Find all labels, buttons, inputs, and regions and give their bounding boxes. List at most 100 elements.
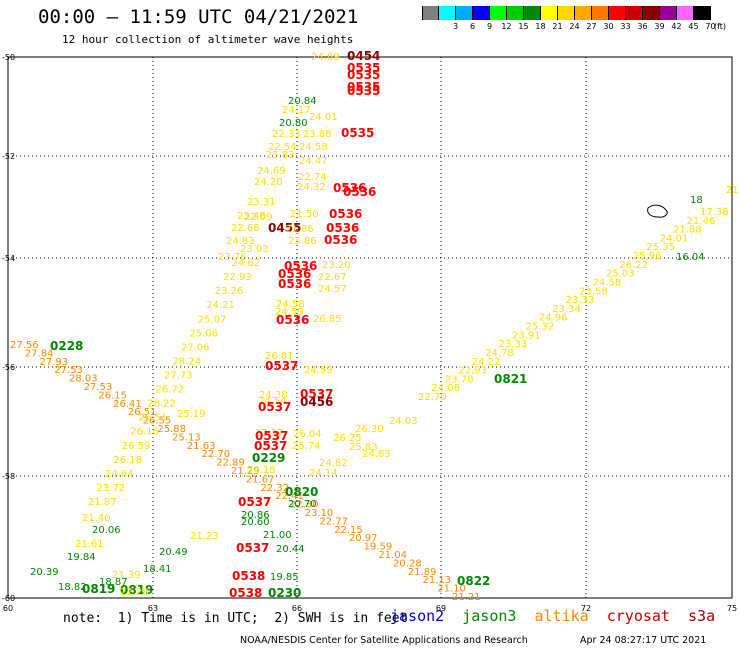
agency-credit: NOAA/NESDIS Center for Satellite Applica… <box>240 635 528 646</box>
scale-tick-label: 45 <box>688 22 699 31</box>
wave-height-label: 21.14 <box>726 185 740 196</box>
wave-height-label: 22.09 <box>244 212 273 223</box>
track-value-label: 22.70 <box>418 392 447 403</box>
track-value-label: 22.93 <box>223 272 252 283</box>
pass-time-label: 0536 <box>329 207 362 221</box>
wave-height-label: 20.84 <box>288 96 317 107</box>
wave-height-label: 24.18 <box>247 465 276 476</box>
lon-label: 60 <box>3 604 13 613</box>
track-value-label: 20.97 <box>349 533 378 544</box>
pass-time-label: 0535 <box>347 80 380 94</box>
lon-label: 63 <box>148 604 158 613</box>
wave-height-label: 23.20 <box>322 260 351 271</box>
wave-height-label: 24.54 <box>258 396 287 407</box>
track-value-label: 25.32 <box>525 322 554 333</box>
scale-swatch <box>524 6 541 20</box>
pass-time-label: 0536 <box>284 259 317 273</box>
pass-time-label: 0230 <box>268 586 301 600</box>
wave-height-label: 26.04 <box>293 429 322 440</box>
wave-height-label: 25.74 <box>292 441 321 452</box>
wave-height-label: 22.54 <box>268 142 297 153</box>
scale-swatch <box>660 6 677 20</box>
track-value-label: 23.72 <box>96 483 125 494</box>
pass-time-label: 0535 <box>347 84 380 98</box>
wave-height-label: 25.83 <box>266 150 295 161</box>
page-subtitle: 12 hour collection of altimeter wave hei… <box>62 33 354 46</box>
pass-time-label: 0535 <box>347 61 380 75</box>
pass-time-label: 0538 <box>232 569 265 583</box>
wave-height-label: 24.59 <box>275 307 304 318</box>
wave-height-label: 22.33 <box>272 129 301 140</box>
scale-tick-label: 70 <box>705 22 716 31</box>
track-value-label: 21.87 <box>88 497 117 508</box>
satellite-name: s3a <box>688 607 716 625</box>
wave-height-label: 21.50 <box>290 209 319 220</box>
wave-height-label: 22.28 <box>120 587 149 598</box>
wave-height-label: 23.88 <box>303 129 332 140</box>
track-value-label: 27.73 <box>164 371 193 382</box>
scale-swatch <box>490 6 507 20</box>
track-value-label: 23.33 <box>566 295 595 306</box>
satellite-legend: jason2 jason3 altika cryosat s3a <box>390 607 715 625</box>
track-value-label: 22.70 <box>202 449 231 460</box>
pass-time-label: 0537 <box>258 400 291 414</box>
pass-time-label: 0229 <box>252 451 285 465</box>
wave-height-label: 26.25 <box>333 433 362 444</box>
scale-tick-label: 9 <box>486 22 493 31</box>
scale-tick-label: 6 <box>469 22 476 31</box>
wave-height-label: 20.39 <box>30 567 59 578</box>
pass-time-label: 0535 <box>341 126 374 140</box>
scale-swatch <box>626 6 643 20</box>
wave-height-label: 20.06 <box>92 525 121 536</box>
wave-height-label: 23.31 <box>247 197 276 208</box>
scale-tick-label: 21 <box>552 22 563 31</box>
scale-swatch <box>609 6 626 20</box>
wave-height-label: 21.86 <box>285 224 314 235</box>
wave-height-label: 21.40 <box>82 513 111 524</box>
track-value-label: 21.63 <box>187 441 216 452</box>
pass-time-label: 0454 <box>347 49 380 63</box>
wave-height-label: 23.48 <box>237 211 266 222</box>
scale-tick-label: 42 <box>671 22 682 31</box>
scale-tick-label: 15 <box>518 22 529 31</box>
scale-tick-label: 18 <box>535 22 546 31</box>
wave-height-label: 24.83 <box>226 236 255 247</box>
track-value-label: 26.16 <box>130 427 159 438</box>
wave-height-label: 24.17 <box>282 105 311 116</box>
wave-height-label: 24.58 <box>276 299 305 310</box>
track-value-label: 26.22 <box>619 260 648 271</box>
track-value-label: 17.38 <box>700 207 729 218</box>
scale-swatch <box>456 6 473 20</box>
pass-time-label: 0819 <box>120 583 153 597</box>
wave-height-label: 24.38 <box>259 390 288 401</box>
wave-height-label: 27.17 <box>255 428 284 439</box>
track-value-label: 23.33 <box>499 339 528 350</box>
scale-swatch <box>677 6 694 20</box>
track-value-label: 23.58 <box>579 286 608 297</box>
track-value-label: 25.06 <box>189 328 218 339</box>
track-value-label: 27.84 <box>25 348 54 359</box>
track-value-label: 25.03 <box>606 269 635 280</box>
wave-height-label: 19.84 <box>67 552 96 563</box>
pass-time-label: 0537 <box>300 387 333 401</box>
scale-tick-label: 12 <box>501 22 512 31</box>
track-value-label: 22.89 <box>216 458 245 469</box>
track-value-label: 22.93 <box>458 366 487 377</box>
lat-label: -60 <box>2 594 15 603</box>
pass-time-label: 0536 <box>326 221 359 235</box>
wave-height-label: 18 <box>690 195 703 206</box>
track-value-label: 22.77 <box>319 516 348 527</box>
wave-height-label: 18.82 <box>58 582 87 593</box>
track-value-label: 21.13 <box>423 575 452 586</box>
scale-swatch <box>507 6 524 20</box>
track-value-label: 25.35 <box>646 242 675 253</box>
wave-height-label: 20.49 <box>159 547 188 558</box>
pass-time-label: 0537 <box>236 541 269 555</box>
pass-time-label: 0536 <box>333 181 366 195</box>
track-value-label: 23.34 <box>552 304 581 315</box>
pass-time-label: 0536 <box>324 233 357 247</box>
lat-label: -52 <box>2 152 15 161</box>
wave-height-label: 26.81 <box>265 351 294 362</box>
track-value-label: 26.72 <box>156 385 185 396</box>
